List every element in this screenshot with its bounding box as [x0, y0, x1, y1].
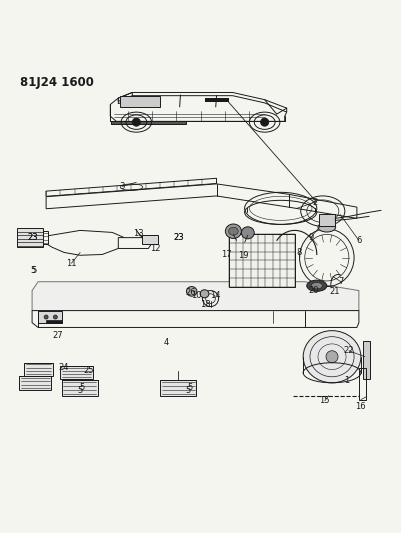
Bar [17, 228, 43, 247]
Text: 15: 15 [320, 397, 330, 405]
Bar [62, 381, 98, 395]
Text: 7: 7 [338, 277, 344, 286]
Text: 12: 12 [150, 244, 161, 253]
Text: 9: 9 [308, 233, 314, 242]
Text: 14: 14 [211, 291, 221, 300]
Text: 4: 4 [164, 338, 169, 347]
Text: 23: 23 [28, 233, 38, 242]
Bar [38, 311, 62, 322]
Text: 3: 3 [119, 182, 125, 191]
Text: 8: 8 [296, 248, 302, 257]
Ellipse shape [318, 222, 336, 232]
Text: 5: 5 [30, 266, 36, 275]
Text: 16: 16 [356, 401, 366, 410]
Bar [205, 99, 229, 102]
Bar [19, 376, 51, 390]
Ellipse shape [200, 290, 209, 298]
Ellipse shape [44, 315, 48, 319]
Text: 21: 21 [330, 287, 340, 296]
Bar [111, 120, 186, 124]
Text: 81J24 1600: 81J24 1600 [20, 76, 94, 89]
Ellipse shape [132, 118, 140, 126]
Polygon shape [32, 282, 359, 311]
Bar [120, 96, 160, 107]
Text: 13: 13 [133, 229, 144, 238]
Text: 20: 20 [308, 286, 319, 295]
Text: 5: 5 [31, 266, 37, 275]
Text: 5: 5 [77, 386, 83, 395]
Text: 23: 23 [28, 233, 38, 242]
Ellipse shape [303, 330, 361, 383]
Polygon shape [118, 238, 152, 248]
Ellipse shape [311, 282, 322, 289]
Polygon shape [44, 230, 124, 255]
Ellipse shape [241, 227, 254, 239]
Bar [24, 363, 53, 376]
Bar [359, 368, 366, 400]
Text: 24: 24 [58, 363, 69, 372]
Text: 18: 18 [200, 300, 211, 309]
Text: 1: 1 [344, 376, 350, 385]
Bar [24, 231, 48, 244]
Text: 27: 27 [52, 331, 63, 340]
Bar [363, 341, 370, 379]
Bar [229, 235, 295, 287]
Text: 2: 2 [312, 198, 318, 207]
Text: 23: 23 [173, 233, 184, 242]
Ellipse shape [326, 351, 338, 363]
Polygon shape [46, 184, 357, 219]
Text: 26: 26 [186, 288, 196, 297]
Text: 5: 5 [79, 383, 85, 392]
Bar [319, 214, 335, 227]
Ellipse shape [229, 227, 238, 235]
Bar [142, 235, 158, 244]
Text: 22: 22 [344, 346, 354, 355]
Text: 17: 17 [221, 250, 232, 259]
Text: 6: 6 [356, 236, 362, 245]
Ellipse shape [186, 287, 197, 296]
Polygon shape [32, 311, 359, 327]
Bar [60, 366, 93, 379]
Bar [160, 381, 196, 395]
Text: 10: 10 [191, 291, 202, 300]
Text: 5: 5 [188, 383, 193, 392]
Text: 11: 11 [66, 259, 77, 268]
Text: 5: 5 [186, 386, 191, 395]
Text: 23: 23 [173, 233, 184, 242]
Ellipse shape [225, 224, 241, 238]
Ellipse shape [53, 315, 57, 319]
Text: 19: 19 [239, 251, 249, 260]
Text: 25: 25 [84, 366, 94, 375]
Bar [46, 320, 62, 324]
Ellipse shape [307, 280, 327, 292]
Ellipse shape [261, 118, 269, 126]
